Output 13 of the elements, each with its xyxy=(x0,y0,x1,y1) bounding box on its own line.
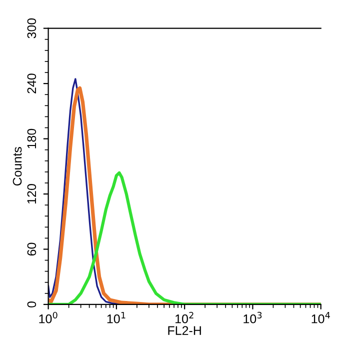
x-tick-label: 10$^{3}$ xyxy=(244,312,262,324)
y-tick-label: 240 xyxy=(27,74,36,94)
x-tick-label: 10$^{1}$ xyxy=(107,312,126,324)
x-tick-label: 10$^{0}$ xyxy=(39,312,58,324)
y-tick-label: 120 xyxy=(27,184,36,204)
x-axis-title: FL2-H xyxy=(168,326,201,335)
y-tick-label: 180 xyxy=(27,128,36,148)
y-tick-label: 60 xyxy=(27,242,36,256)
y-tick-label: 0 xyxy=(27,301,36,308)
x-tick-label: 10$^{4}$ xyxy=(312,312,330,324)
y-axis-title: Counts xyxy=(12,147,22,186)
y-tick-label: 300 xyxy=(27,18,36,38)
x-tick-label: 10$^{2}$ xyxy=(176,312,194,324)
